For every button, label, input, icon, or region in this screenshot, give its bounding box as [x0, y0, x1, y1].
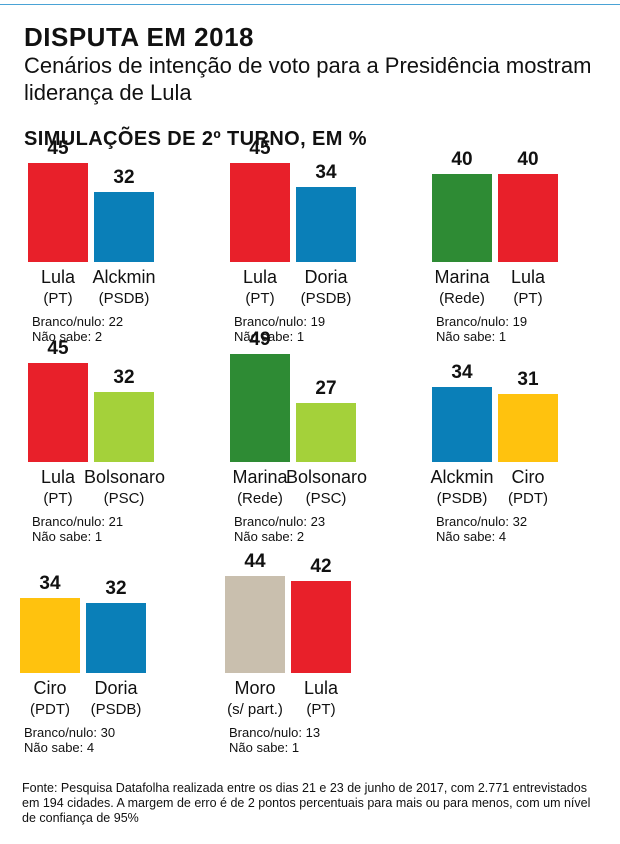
party-label: (Rede) — [439, 290, 485, 307]
party-label: (PSDB) — [436, 490, 488, 507]
party-label: (PT) — [43, 290, 73, 307]
blank-null-note: Branco/nulo: 19 — [436, 314, 528, 329]
candidate-label: Bolsonaro — [84, 467, 166, 487]
bar-value-label: 34 — [315, 162, 337, 183]
dont-know-note: Não sabe: 1 — [32, 529, 103, 544]
bar-value-label: 34 — [451, 362, 473, 383]
dont-know-note: Não sabe: 1 — [229, 740, 300, 755]
bar — [296, 403, 356, 462]
bar — [432, 387, 492, 462]
blank-null-note: Branco/nulo: 30 — [24, 725, 116, 740]
bar — [291, 581, 351, 673]
section-heading: SIMULAÇÕES DE 2º TURNO, EM % — [24, 128, 367, 150]
bar-value-label: 27 — [315, 378, 337, 399]
dont-know-note: Não sabe: 1 — [436, 329, 507, 344]
bar — [230, 354, 290, 462]
bar-value-label: 40 — [517, 149, 539, 170]
candidate-label: Lula — [303, 678, 339, 698]
bar-value-label: 45 — [47, 338, 69, 359]
party-label: (PSC) — [305, 490, 347, 507]
candidate-label: Ciro — [33, 678, 67, 698]
bar-value-label: 40 — [451, 149, 473, 170]
bar-value-label: 45 — [249, 138, 271, 159]
bar-value-label: 34 — [39, 573, 61, 594]
candidate-label: Lula — [40, 267, 76, 287]
chart-title: DISPUTA EM 2018 — [24, 22, 255, 52]
party-label: (PT) — [43, 490, 73, 507]
bar-value-label: 49 — [249, 329, 271, 350]
bar — [296, 187, 356, 262]
bar-value-label: 44 — [244, 551, 266, 572]
bar — [432, 174, 492, 262]
scenario-panel: 34 Alckmin (PSDB) 31 Ciro (PDT) Branco/nulo: 3… — [430, 362, 612, 552]
blank-null-note: Branco/nulo: 22 — [32, 314, 124, 329]
dont-know-note: Não sabe: 2 — [234, 529, 305, 544]
bar-value-label: 32 — [105, 578, 127, 599]
party-label: (PDT) — [30, 701, 70, 718]
scenario-panel: 45 Lula (PT) 32 Bolsonaro (PSC) Branco/nulo: 2… — [28, 338, 208, 552]
scenario-panel: 44 Moro (s/ part.) 42 Lula (PT) Branco/nulo: 1… — [225, 551, 405, 763]
scenario-panel: 45 Lula (PT) 32 Alckmin (PSDB) Branco/nulo: 22… — [28, 138, 208, 352]
blank-null-note: Branco/nulo: 21 — [32, 514, 124, 529]
bar-value-label: 31 — [517, 369, 539, 390]
bar — [498, 174, 558, 262]
scenario-panel: 34 Ciro (PDT) 32 Doria (PSDB) Branco/nulo: 30 N… — [20, 573, 200, 763]
candidate-label: Lula — [510, 267, 546, 287]
blank-null-note: Branco/nulo: 23 — [234, 514, 326, 529]
party-label: (PSDB) — [98, 290, 150, 307]
scenario-panel: 49 Marina (Rede) 27 Bolsonaro (PSC) Branco/nul… — [230, 329, 410, 552]
scenario-panel: 40 Marina (Rede) 40 Lula (PT) Branco/nulo: 19 N… — [432, 149, 612, 352]
candidate-label: Bolsonaro — [286, 467, 368, 487]
party-label: (PSDB) — [300, 290, 352, 307]
candidate-label: Alckmin — [92, 267, 156, 287]
candidate-label: Marina — [434, 267, 490, 287]
dont-know-note: Não sabe: 2 — [32, 329, 103, 344]
party-label: (s/ part.) — [227, 701, 283, 718]
party-label: (PT) — [513, 290, 543, 307]
bar — [86, 603, 146, 673]
dont-know-note: Não sabe: 4 — [24, 740, 95, 755]
scenario-panel: 45 Lula (PT) 34 Doria (PSDB) Branco/nulo: 19 Nã… — [230, 138, 410, 352]
bar-value-label: 32 — [113, 367, 135, 388]
dont-know-note: Não sabe: 1 — [234, 329, 305, 344]
chart-subtitle: Cenários de intenção de voto para a Pres… — [24, 53, 592, 105]
candidate-label: Moro — [234, 678, 276, 698]
party-label: (PSDB) — [90, 701, 142, 718]
bar-value-label: 42 — [310, 556, 332, 577]
candidate-label: Lula — [40, 467, 76, 487]
party-label: (PT) — [245, 290, 275, 307]
bar — [20, 598, 80, 673]
dont-know-note: Não sabe: 4 — [436, 529, 507, 544]
bar — [498, 394, 558, 462]
bar — [94, 192, 154, 262]
bar-value-label: 32 — [113, 167, 135, 188]
party-label: (PDT) — [508, 490, 548, 507]
source-note: Fonte: Pesquisa Datafolha realizada entr… — [22, 781, 591, 825]
blank-null-note: Branco/nulo: 19 — [234, 314, 326, 329]
candidate-label: Doria — [304, 267, 348, 287]
candidate-label: Alckmin — [430, 467, 494, 487]
party-label: (Rede) — [237, 490, 283, 507]
bar — [230, 163, 290, 262]
bar — [28, 363, 88, 462]
bar-value-label: 45 — [47, 138, 69, 159]
bar — [225, 576, 285, 673]
candidate-label: Doria — [94, 678, 138, 698]
blank-null-note: Branco/nulo: 32 — [436, 514, 528, 529]
bar — [28, 163, 88, 262]
bar — [94, 392, 154, 462]
party-label: (PSC) — [103, 490, 145, 507]
party-label: (PT) — [306, 701, 336, 718]
candidate-label: Ciro — [511, 467, 545, 487]
candidate-label: Marina — [232, 467, 288, 487]
candidate-label: Lula — [242, 267, 278, 287]
blank-null-note: Branco/nulo: 13 — [229, 725, 321, 740]
top-rule — [0, 4, 620, 5]
